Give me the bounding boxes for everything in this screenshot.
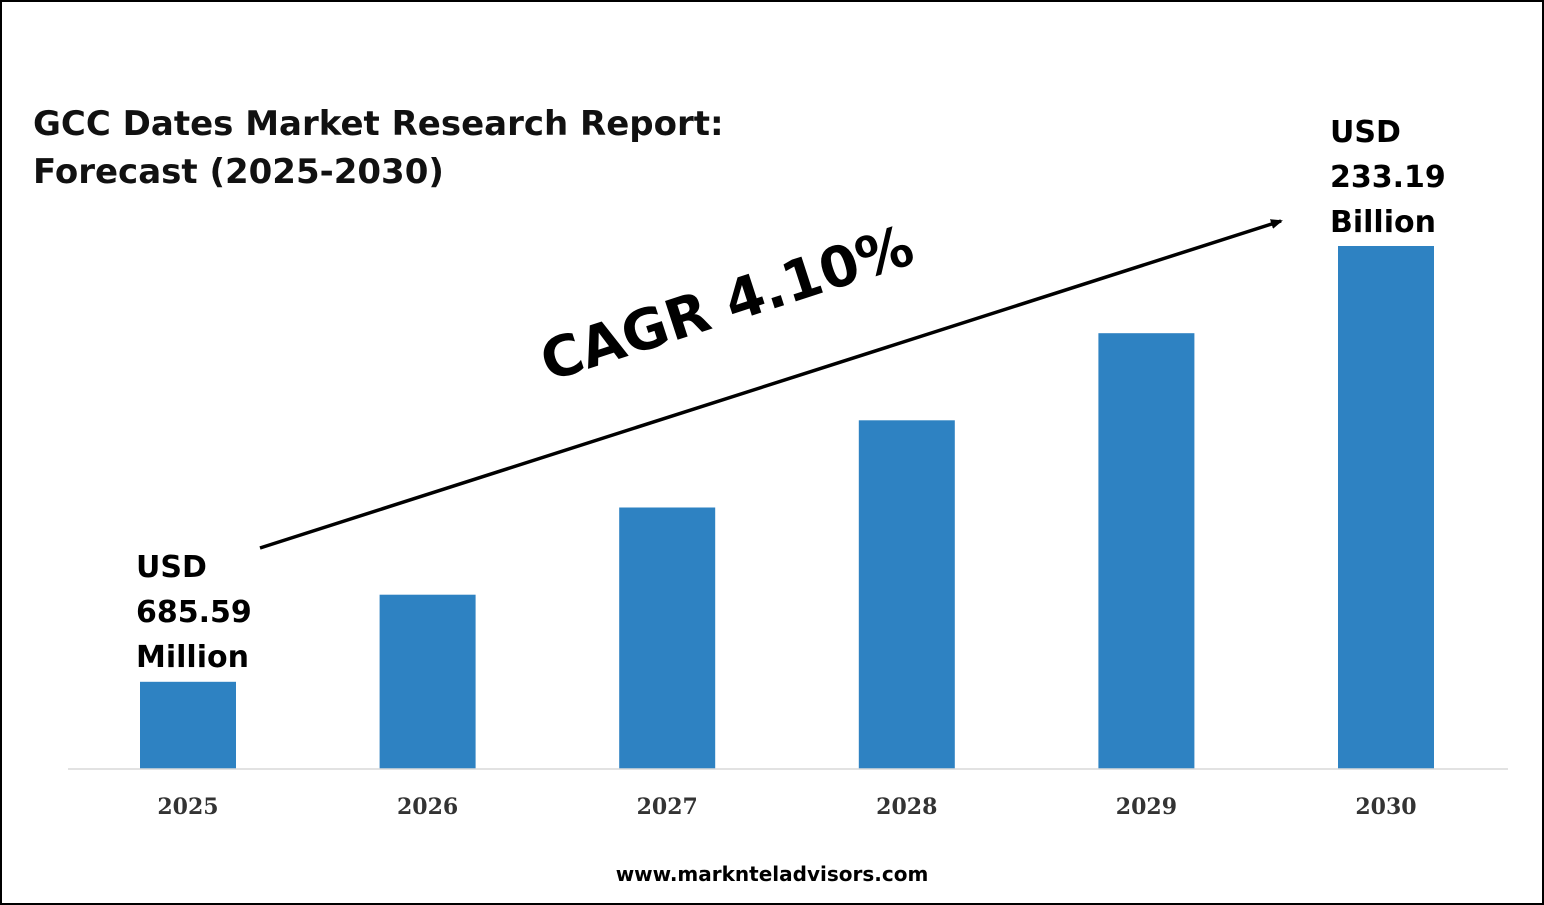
title-line-2: Forecast (2025-2030) [33, 152, 444, 192]
page-title: GCC Dates Market Research Report: Foreca… [33, 100, 724, 196]
start-unit: Million [136, 640, 249, 675]
x-tick-2025: 2025 [157, 794, 218, 820]
x-tick-2028: 2028 [876, 794, 937, 820]
source-link[interactable]: www.marknteladvisors.com [615, 862, 929, 886]
bar-2030 [1338, 246, 1434, 769]
bar-2027 [619, 507, 716, 769]
end-currency: USD [1330, 115, 1401, 150]
bar-2025 [140, 681, 236, 769]
cagr-trend-arrow [259, 219, 1283, 550]
x-tick-2026: 2026 [397, 794, 458, 820]
end-value: 233.19 [1330, 160, 1446, 195]
x-tick-2030: 2030 [1355, 794, 1416, 820]
start-value-callout: USD 685.59 Million [136, 545, 252, 680]
start-value: 685.59 [136, 595, 252, 630]
x-tick-2027: 2027 [637, 794, 698, 820]
end-value-callout: USD 233.19 Billion [1330, 110, 1446, 245]
bar-2026 [379, 594, 476, 769]
title-line-1: GCC Dates Market Research Report: [33, 104, 724, 144]
end-unit: Billion [1330, 205, 1436, 240]
bar-2029 [1098, 333, 1195, 769]
start-currency: USD [136, 550, 207, 585]
bars-group [140, 246, 1434, 769]
bar-2028 [858, 420, 955, 769]
x-tick-labels: 2025 2026 2027 2028 2029 2030 [157, 794, 1416, 820]
x-tick-2029: 2029 [1116, 794, 1177, 820]
